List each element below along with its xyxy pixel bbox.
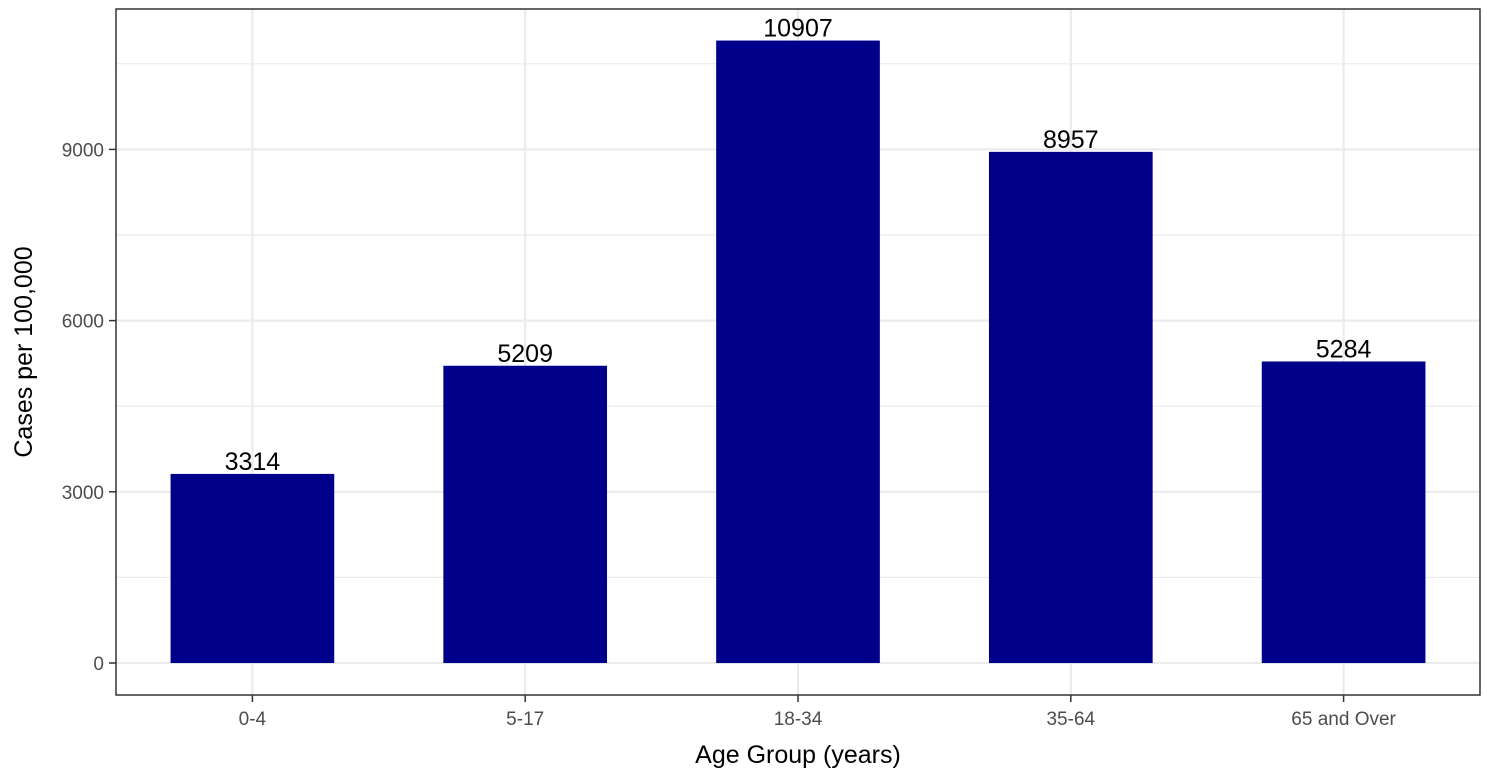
data-label: 10907 [763,15,833,43]
x-tick-label: 65 and Over [1291,709,1396,730]
y-tick-label: 6000 [62,312,104,333]
bar [443,365,608,664]
data-label: 5284 [1316,335,1372,363]
x-axis: 0-4 5-17 18-34 35-64 65 and Over [239,695,1397,730]
bar [988,151,1153,664]
bar [170,473,335,664]
y-tick-label: 3000 [62,483,104,504]
bar [1261,361,1426,664]
data-label: 5209 [497,340,553,368]
data-label: 8957 [1043,126,1099,154]
y-axis: 0 3000 6000 9000 [62,140,116,675]
x-axis-title: Age Group (years) [695,741,901,769]
y-tick-label: 9000 [62,140,104,161]
x-tick-label: 5-17 [506,709,544,730]
bar [716,40,880,664]
bars [170,40,1426,664]
y-axis-title: Cases per 100,000 [10,246,38,457]
x-tick-label: 18-34 [774,709,823,730]
x-tick-label: 0-4 [239,709,267,730]
data-labels: 3314 5209 10907 8957 5284 [225,15,1372,476]
data-label: 3314 [225,448,281,476]
x-tick-label: 35-64 [1046,709,1095,730]
y-tick-label: 0 [93,654,104,675]
